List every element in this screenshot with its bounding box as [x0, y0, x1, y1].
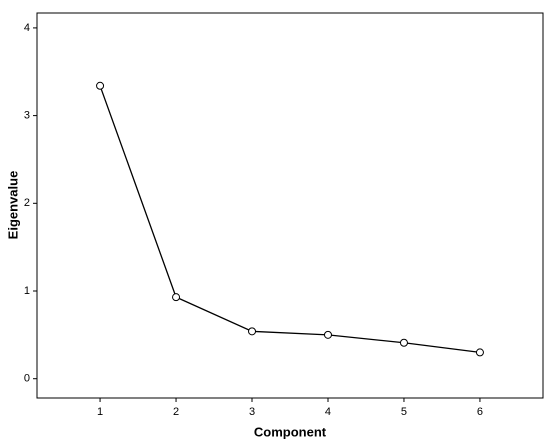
point-marker [399, 338, 408, 347]
x-tick-label: 3 [249, 406, 255, 418]
x-tick-label: 1 [97, 406, 103, 418]
x-tick-label: 5 [401, 406, 407, 418]
y-axis-title: Eigenvalue [5, 171, 20, 240]
plot-frame [36, 12, 544, 399]
y-tick-label: 2 [24, 197, 30, 209]
y-tick-label: 3 [24, 110, 30, 122]
point-marker [172, 293, 181, 302]
point-marker [96, 81, 105, 90]
point-marker [248, 327, 257, 336]
x-tick-label: 4 [325, 406, 331, 418]
point-marker [323, 330, 332, 339]
x-tick-label: 2 [173, 406, 179, 418]
y-tick-label: 1 [24, 285, 30, 297]
y-tick-label: 4 [24, 22, 30, 34]
y-tick-label: 0 [24, 373, 30, 385]
line [99, 85, 481, 354]
x-tick-label: 6 [477, 406, 483, 418]
x-axis-title: Component [254, 424, 327, 439]
point-marker [475, 348, 484, 357]
